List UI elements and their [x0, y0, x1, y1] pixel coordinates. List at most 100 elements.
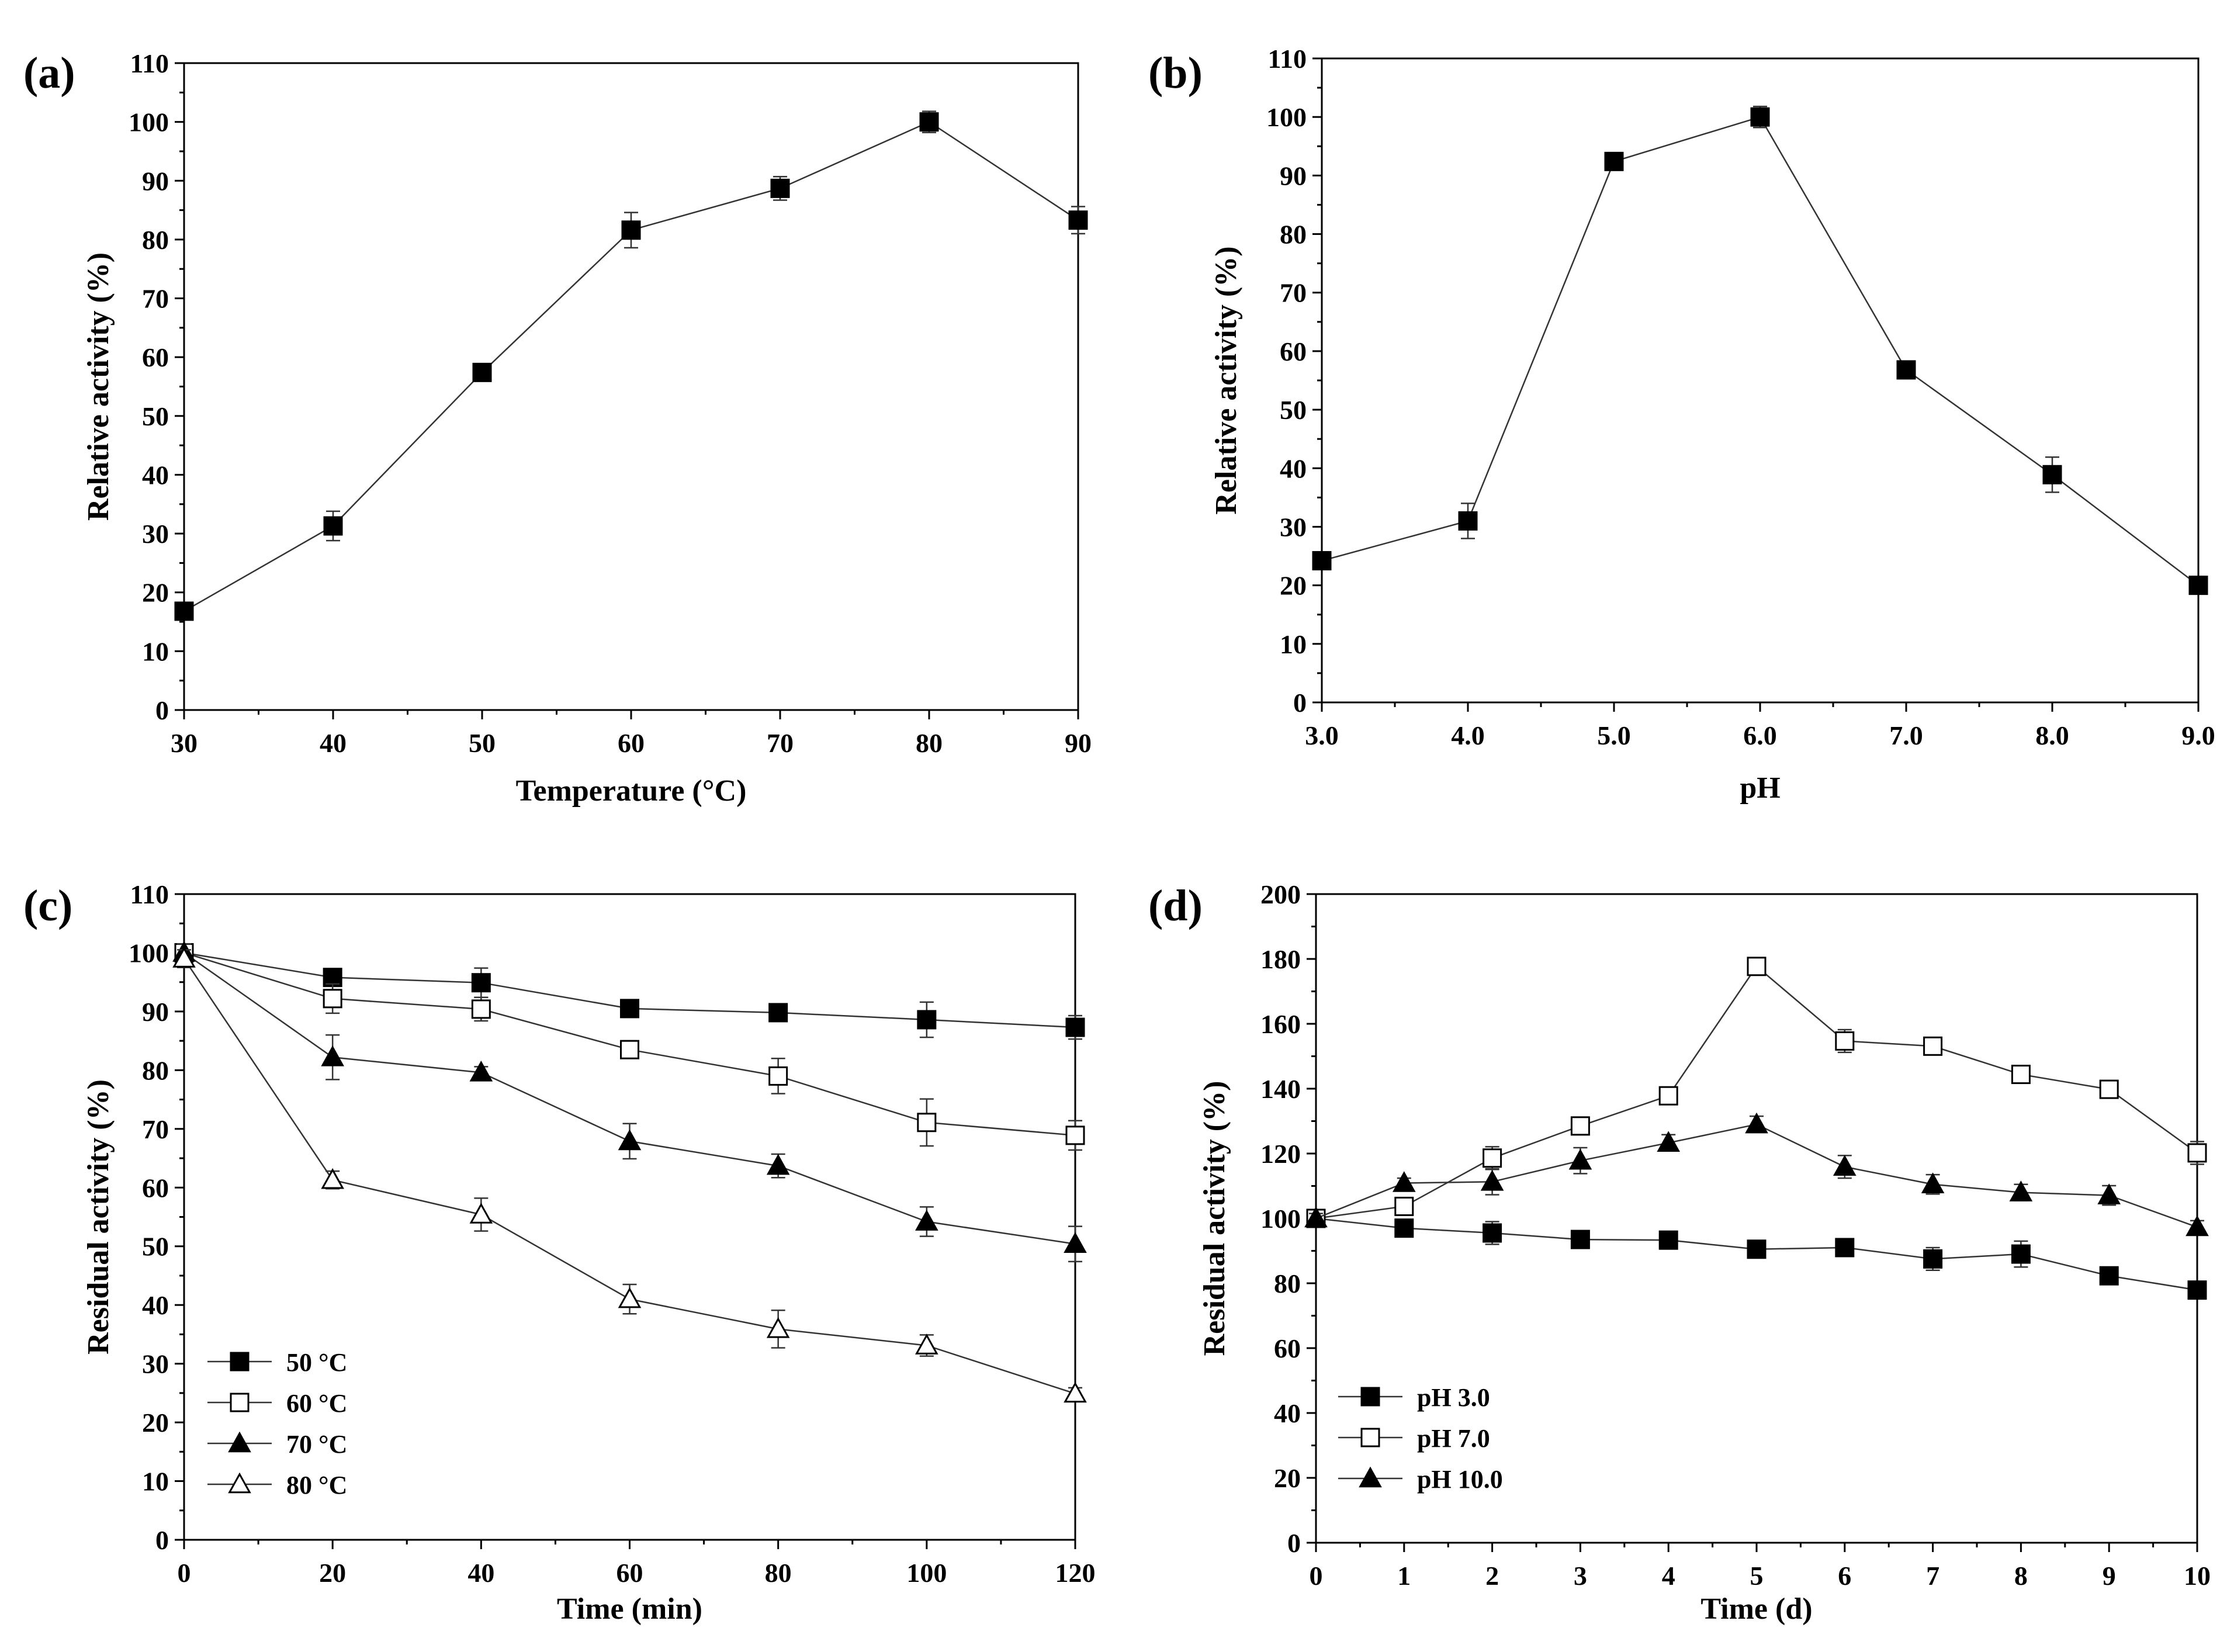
x-axis-title: pH — [1740, 771, 1780, 805]
y-tick-label: 20 — [1280, 571, 1307, 601]
panel-a: (a) 0 10 20 30 40 50 60 70 80 90 100 110 30 40 50 60 70 80… — [23, 49, 1092, 808]
x-tick-label: 4.0 — [1451, 721, 1485, 750]
y-tick-label: 30 — [142, 1349, 169, 1379]
y-tick-label: 50 — [142, 401, 169, 431]
data-point — [2009, 1180, 2033, 1201]
y-tick-label: 30 — [1280, 512, 1307, 542]
data-point — [469, 1203, 493, 1224]
data-point — [1570, 1230, 1590, 1249]
legend-label: pH 10.0 — [1417, 1465, 1503, 1494]
y-tick-label: 60 — [142, 342, 169, 372]
x-tick-label: 8.0 — [2035, 721, 2069, 750]
series-line — [183, 952, 1076, 1245]
data-point — [917, 1010, 937, 1030]
legend-label: 80 °C — [286, 1471, 347, 1499]
data-point — [1923, 1249, 1943, 1269]
x-tick-label: 100 — [906, 1558, 947, 1588]
x-tick-label: 80 — [765, 1558, 792, 1588]
x-tick-label: 60 — [618, 728, 645, 758]
series-ph-7-0 — [1306, 957, 2207, 1228]
y-tick-label: 70 — [1280, 278, 1307, 308]
legend-marker — [228, 1431, 251, 1453]
data-point — [1394, 1218, 1414, 1238]
y-tick-label: 110 — [130, 49, 169, 78]
x-tick-label: 2 — [1485, 1561, 1499, 1591]
data-point — [1068, 210, 1088, 230]
legend-marker — [228, 1472, 251, 1494]
panel-label: (d) — [1148, 881, 1203, 930]
y-tick-label: 80 — [142, 225, 169, 255]
data-point — [1835, 1031, 1855, 1051]
legend-marker — [230, 1393, 250, 1412]
x-tick-label: 9 — [2103, 1561, 2116, 1591]
data-point — [917, 1113, 937, 1132]
legend-marker — [1359, 1466, 1382, 1488]
data-point — [471, 973, 491, 993]
data-point — [621, 220, 641, 240]
y-tick-label: 180 — [1260, 944, 1301, 974]
y-tick-label: 70 — [142, 284, 169, 314]
x-axis-title: Time (min) — [557, 1592, 702, 1626]
panel-c: (c) 0 10 20 30 40 50 60 70 80 90 100 110 0 20 40 60 80 100… — [23, 879, 1096, 1626]
x-tick-label: 50 — [469, 728, 496, 758]
legend-label: 50 °C — [286, 1348, 347, 1377]
y-tick-label: 90 — [142, 166, 169, 196]
y-tick-label: 20 — [142, 578, 169, 608]
series-activity — [174, 110, 1088, 621]
x-tick-label: 6.0 — [1743, 721, 1777, 750]
data-point — [471, 999, 491, 1019]
data-point — [1750, 107, 1770, 127]
data-point — [1393, 1171, 1416, 1192]
y-tick-label: 10 — [142, 1467, 169, 1497]
series-line — [183, 121, 1079, 612]
x-tick-label: 4 — [1662, 1561, 1675, 1591]
data-point — [1394, 1196, 1414, 1216]
x-tick-label: 9.0 — [2181, 721, 2215, 750]
data-point — [1921, 1172, 1945, 1194]
y-tick-label: 20 — [1274, 1463, 1301, 1493]
data-point — [1747, 957, 1767, 976]
y-tick-label: 140 — [1260, 1074, 1301, 1104]
plot-frame — [183, 62, 1079, 711]
data-point — [1896, 360, 1916, 380]
y-tick-label: 30 — [142, 519, 169, 549]
x-tick-label: 7 — [1926, 1561, 1939, 1591]
series-ph-3-0 — [1306, 1208, 2207, 1300]
data-point — [1568, 1148, 1592, 1170]
legend-marker — [1360, 1387, 1380, 1407]
data-point — [2011, 1065, 2031, 1085]
data-point — [1835, 1238, 1855, 1258]
data-point — [1312, 551, 1332, 571]
legend-marker — [1360, 1428, 1380, 1447]
data-point — [620, 1040, 639, 1059]
data-point — [1923, 1036, 1943, 1056]
y-tick-label: 50 — [142, 1232, 169, 1262]
data-point — [321, 1168, 344, 1189]
data-point — [1833, 1155, 1857, 1176]
data-point — [1480, 1169, 1504, 1191]
x-tick-label: 30 — [171, 728, 198, 758]
series-70-c — [172, 941, 1087, 1263]
panel-label: (a) — [23, 49, 75, 98]
y-tick-label: 80 — [1274, 1269, 1301, 1298]
data-point — [2185, 1215, 2209, 1237]
y-tick-label: 100 — [129, 108, 169, 137]
y-tick-label: 40 — [142, 460, 169, 490]
data-point — [618, 1287, 642, 1308]
x-tick-label: 3.0 — [1305, 721, 1339, 750]
y-tick-label: 60 — [1280, 337, 1307, 366]
y-tick-label: 60 — [142, 1173, 169, 1203]
series-ph-10-0 — [1304, 1112, 2209, 1237]
x-tick-label: 10 — [2184, 1561, 2211, 1591]
data-point — [1483, 1223, 1502, 1243]
y-tick-label: 100 — [129, 938, 169, 968]
data-point — [915, 1334, 938, 1355]
y-tick-label: 100 — [1266, 102, 1307, 132]
series-line — [183, 958, 1076, 1395]
y-tick-label: 40 — [1280, 453, 1307, 483]
y-axis-title: Relative activity (%) — [82, 252, 115, 521]
y-tick-label: 40 — [142, 1290, 169, 1320]
series-line — [1315, 965, 2198, 1220]
y-tick-label: 0 — [155, 695, 169, 725]
